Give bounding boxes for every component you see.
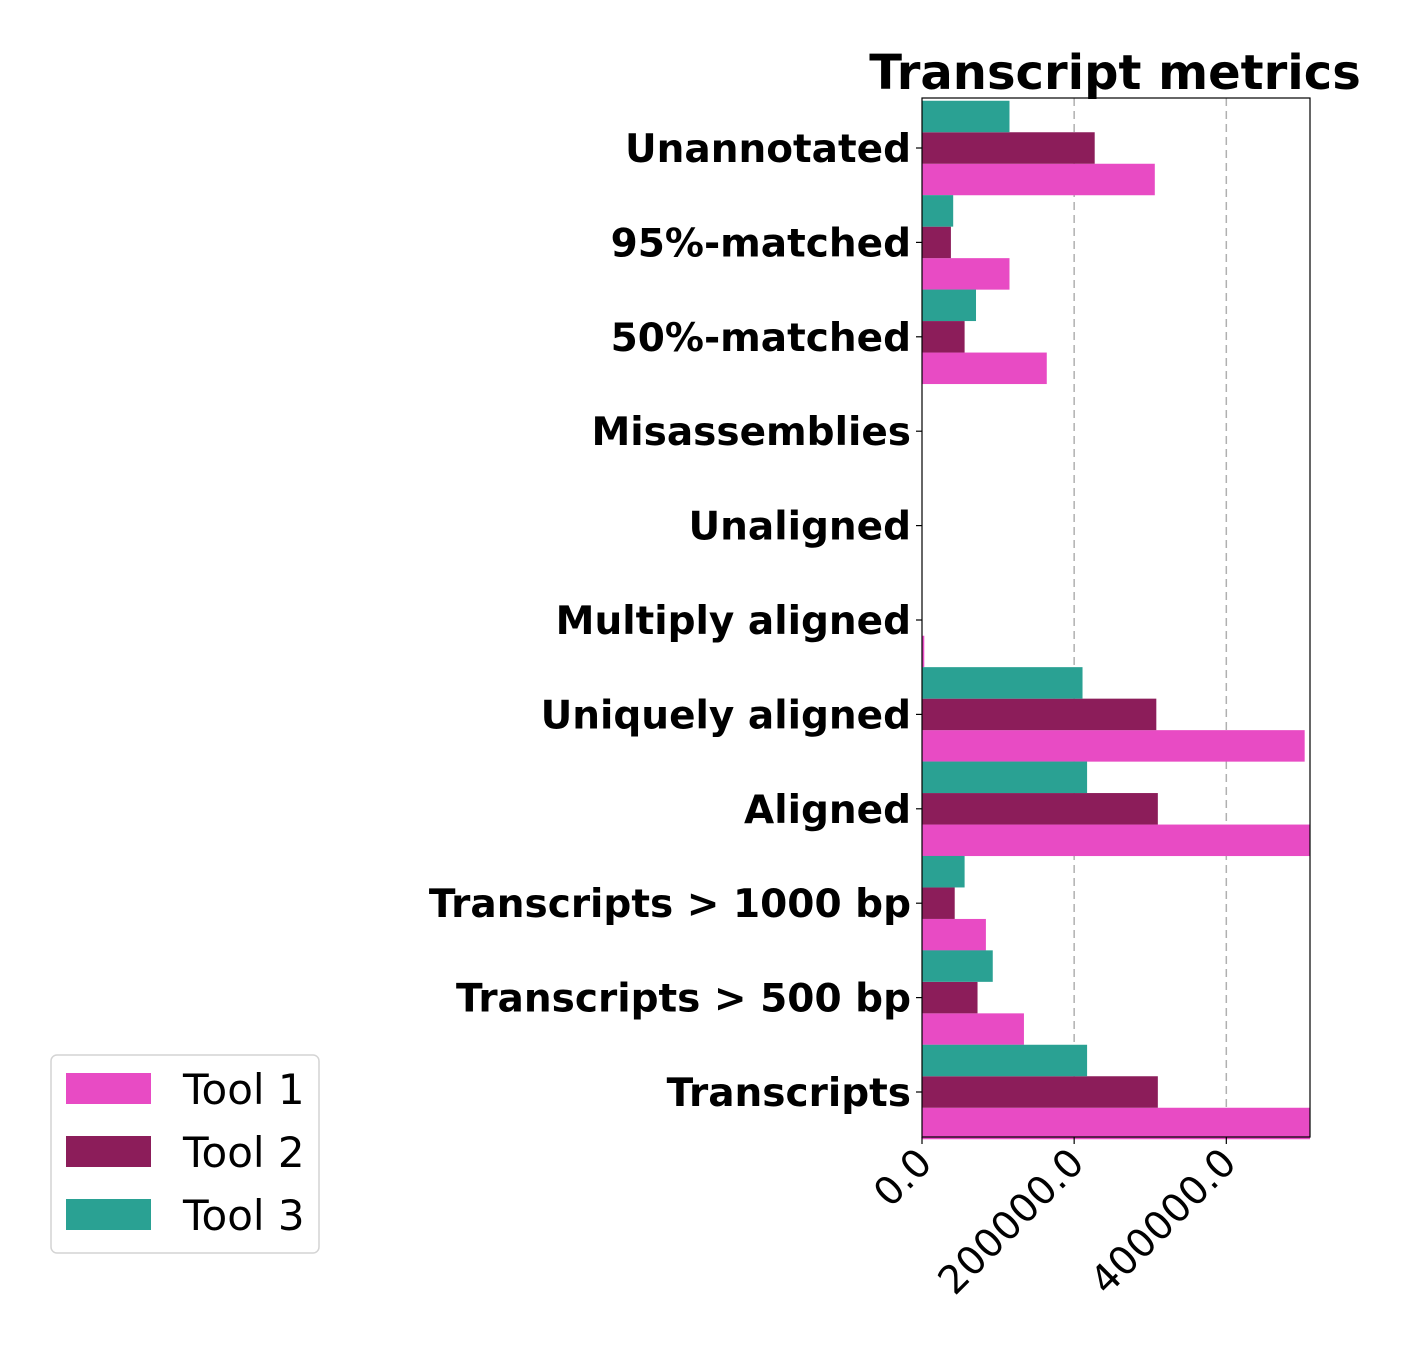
bar-tool-1-2 — [922, 352, 1047, 385]
category-label-9: Transcripts > 500 bp — [456, 977, 911, 1022]
plot-frame — [921, 97, 1311, 1138]
category-label-3: Misassemblies — [591, 410, 911, 455]
legend-swatch-3 — [66, 1199, 151, 1230]
bar-tool-3-8 — [922, 855, 965, 888]
legend-label-1: Tool 1 — [182, 1065, 305, 1114]
legend-swatch-1 — [66, 1073, 151, 1104]
bar-tool-3-6 — [922, 667, 1083, 699]
legend-swatch-2 — [66, 1136, 151, 1167]
bar-tool-2-1 — [922, 226, 951, 259]
category-label-6: Uniquely aligned — [541, 693, 911, 738]
bar-tool-2-10 — [922, 1076, 1158, 1108]
category-label-8: Transcripts > 1000 bp — [429, 882, 911, 927]
grid-layer — [1073, 98, 1228, 1137]
category-label-2: 50%-matched — [611, 316, 911, 361]
bar-tool-2-0 — [922, 132, 1095, 164]
bar-tool-2-7 — [922, 793, 1158, 825]
category-label-4: Unaligned — [688, 505, 911, 550]
category-label-0: Unannotated — [625, 127, 911, 172]
category-label-1: 95%-matched — [611, 221, 911, 266]
bar-tool-3-2 — [922, 289, 977, 322]
bar-tool-1-1 — [922, 258, 1010, 290]
x-tick-label-1: 200000.0 — [930, 1140, 1093, 1303]
bar-tool-3-1 — [922, 195, 954, 227]
bar-tool-1-9 — [922, 1013, 1024, 1045]
bar-tool-3-0 — [922, 100, 1010, 133]
chart-title: Transcript metrics — [869, 45, 1361, 101]
bar-tool-3-9 — [922, 950, 993, 982]
category-labels: Unannotated 95%-matched 50%-matched Misasse… — [429, 127, 922, 1116]
bar-tool-1-10 — [922, 1107, 1310, 1140]
bar-tool-1-6 — [922, 730, 1305, 762]
bar-tool-2-8 — [922, 887, 955, 919]
legend-label-2: Tool 2 — [182, 1128, 305, 1177]
bar-tool-2-2 — [922, 321, 965, 353]
bar-tool-1-8 — [922, 918, 986, 951]
category-label-5: Multiply aligned — [556, 599, 911, 644]
bars-layer — [922, 100, 1310, 1140]
bar-tool-1-5 — [922, 635, 925, 668]
bar-tool-2-9 — [922, 981, 978, 1014]
bar-tool-1-0 — [922, 163, 1155, 196]
x-tick-label-0: 0.0 — [865, 1140, 941, 1216]
x-tick-label-2: 400000.0 — [1082, 1140, 1245, 1303]
legend: Tool 1 Tool 2 Tool 3 — [50, 1054, 320, 1254]
bar-tool-3-7 — [922, 761, 1088, 794]
legend-label-3: Tool 3 — [182, 1191, 305, 1240]
category-label-7: Aligned — [744, 788, 911, 833]
category-label-10: Transcripts — [667, 1071, 911, 1116]
bar-tool-2-6 — [922, 698, 1157, 731]
bar-tool-1-7 — [922, 824, 1310, 857]
bar-tool-3-10 — [922, 1044, 1088, 1077]
